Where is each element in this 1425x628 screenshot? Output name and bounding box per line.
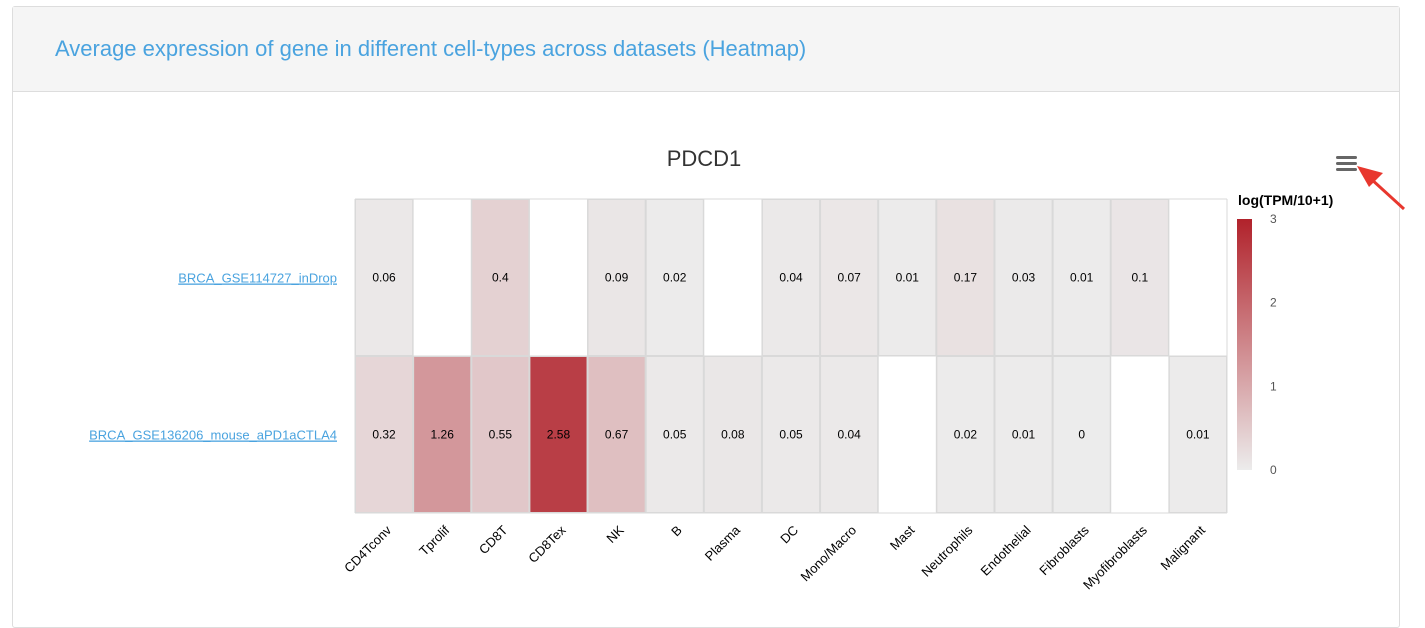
heatmap-cell[interactable]	[1110, 199, 1169, 356]
heatmap-cells	[355, 199, 1228, 513]
heatmap-cell[interactable]	[413, 356, 472, 513]
heatmap-cell[interactable]	[645, 356, 704, 513]
x-tick-label: CD4Tconv	[341, 522, 394, 575]
heatmap-cell[interactable]	[820, 199, 879, 356]
heatmap-cell[interactable]	[471, 199, 530, 356]
heatmap-cell-label: 0.06	[372, 271, 396, 285]
heatmap-cell[interactable]	[994, 199, 1053, 356]
heatmap-cell-label: 0.05	[779, 428, 803, 442]
x-tick-label: Plasma	[702, 522, 744, 564]
heatmap-cell-label: 0.01	[896, 271, 920, 285]
heatmap-cell[interactable]	[1052, 199, 1111, 356]
heatmap-cell[interactable]	[355, 199, 414, 356]
heatmap-chart: PDCD1 0.06 0.4 0.09 0.02 0.04 0.07 0.01 0.17 0.0…	[89, 146, 1406, 592]
colorbar-tick-label: 2	[1270, 296, 1277, 310]
heatmap-cell[interactable]	[761, 199, 821, 356]
heatmap-cell[interactable]	[645, 199, 704, 356]
heatmap-x-ticks: CD4Tconv Tprolif CD8T CD8Tex NK B Plasma DCMono…	[341, 522, 1208, 592]
heatmap-cell-label: 0.09	[605, 271, 629, 285]
heatmap-cell[interactable]	[1052, 356, 1111, 513]
heatmap-cell[interactable]	[355, 356, 414, 513]
heatmap-cell-label: 0.67	[605, 428, 629, 442]
x-tick-label: Endothelial	[978, 522, 1034, 578]
heatmap-cell[interactable]	[587, 356, 646, 513]
heatmap-cell-label: 0.03	[1012, 271, 1036, 285]
colorbar-gradient	[1237, 219, 1252, 470]
heatmap-cell-label: 0.04	[779, 271, 803, 285]
heatmap-cell[interactable]	[529, 356, 588, 513]
x-tick-label: DC	[777, 523, 801, 547]
heatmap-cell-label: 0	[1078, 428, 1085, 442]
row-label-link[interactable]: BRCA_GSE114727_inDrop	[178, 271, 337, 286]
x-tick-label: B	[668, 523, 685, 540]
heatmap-cell-label: 1.26	[431, 428, 455, 442]
heatmap-cell-label: 0.55	[489, 428, 513, 442]
heatmap-cell[interactable]	[471, 356, 530, 513]
x-tick-label: Mast	[887, 522, 918, 553]
colorbar-tick-label: 0	[1270, 463, 1277, 477]
x-tick-label: CD8T	[476, 522, 511, 557]
chart-title: PDCD1	[667, 146, 742, 171]
x-tick-label: Tprolif	[416, 522, 452, 558]
panel-title: Average expression of gene in different …	[55, 36, 807, 61]
heatmap-cell[interactable]	[761, 356, 821, 513]
heatmap-cell-label: 0.04	[837, 428, 861, 442]
heatmap-cell-label: 0.02	[954, 428, 978, 442]
x-tick-label: CD8Tex	[525, 522, 569, 566]
colorbar-legend: log(TPM/10+1) 0 1 2 3	[1237, 192, 1333, 477]
x-tick-label: Malignant	[1158, 522, 1209, 573]
heatmap-cell[interactable]	[936, 199, 995, 356]
colorbar-tick-label: 3	[1270, 212, 1277, 226]
heatmap-cell-label: 0.1	[1131, 271, 1148, 285]
heatmap-cell-label: 0.01	[1012, 428, 1036, 442]
row-label-link[interactable]: BRCA_GSE136206_mouse_aPD1aCTLA4	[89, 428, 337, 443]
heatmap-cell-label: 0.01	[1186, 428, 1210, 442]
x-tick-label: Neutrophils	[918, 522, 975, 579]
heatmap-cell[interactable]	[587, 199, 646, 356]
heatmap-cell-label: 2.58	[547, 428, 571, 442]
heatmap-cell[interactable]	[936, 356, 995, 513]
heatmap-cell-label: 0.01	[1070, 271, 1094, 285]
heatmap-cell-label: 0.4	[492, 271, 509, 285]
heatmap-cell[interactable]	[703, 356, 762, 513]
panel-heading: Average expression of gene in different …	[13, 7, 1399, 92]
heatmap-cell-label: 0.17	[954, 271, 978, 285]
hamburger-menu-icon[interactable]	[1336, 156, 1357, 171]
heatmap-cell[interactable]	[820, 356, 879, 513]
heatmap-cell-label: 0.05	[663, 428, 687, 442]
colorbar-ticks: 0 1 2 3	[1270, 212, 1277, 477]
x-tick-label: Fibroblasts	[1036, 522, 1092, 578]
red-arrow-icon	[1357, 166, 1406, 211]
x-tick-label: NK	[603, 522, 627, 546]
heatmap-cell-label: 0.08	[721, 428, 745, 442]
heatmap-cell-label: 0.02	[663, 271, 687, 285]
colorbar-tick-label: 1	[1270, 379, 1277, 393]
colorbar-title: log(TPM/10+1)	[1238, 192, 1333, 208]
heatmap-cell[interactable]	[878, 199, 937, 356]
heatmap-cell[interactable]	[994, 356, 1053, 513]
x-tick-label: Mono/Macro	[798, 523, 860, 585]
heatmap-cell-label: 0.07	[837, 271, 861, 285]
heatmap-cell[interactable]	[1168, 356, 1228, 513]
heatmap-cell-labels: 0.06 0.4 0.09 0.02 0.04 0.07 0.01 0.17 0.03 0.01 0…	[372, 271, 1210, 442]
heatmap-row-labels: BRCA_GSE114727_inDrop BRCA_GSE136206_mous…	[89, 271, 337, 443]
heatmap-cell-label: 0.32	[372, 428, 396, 442]
